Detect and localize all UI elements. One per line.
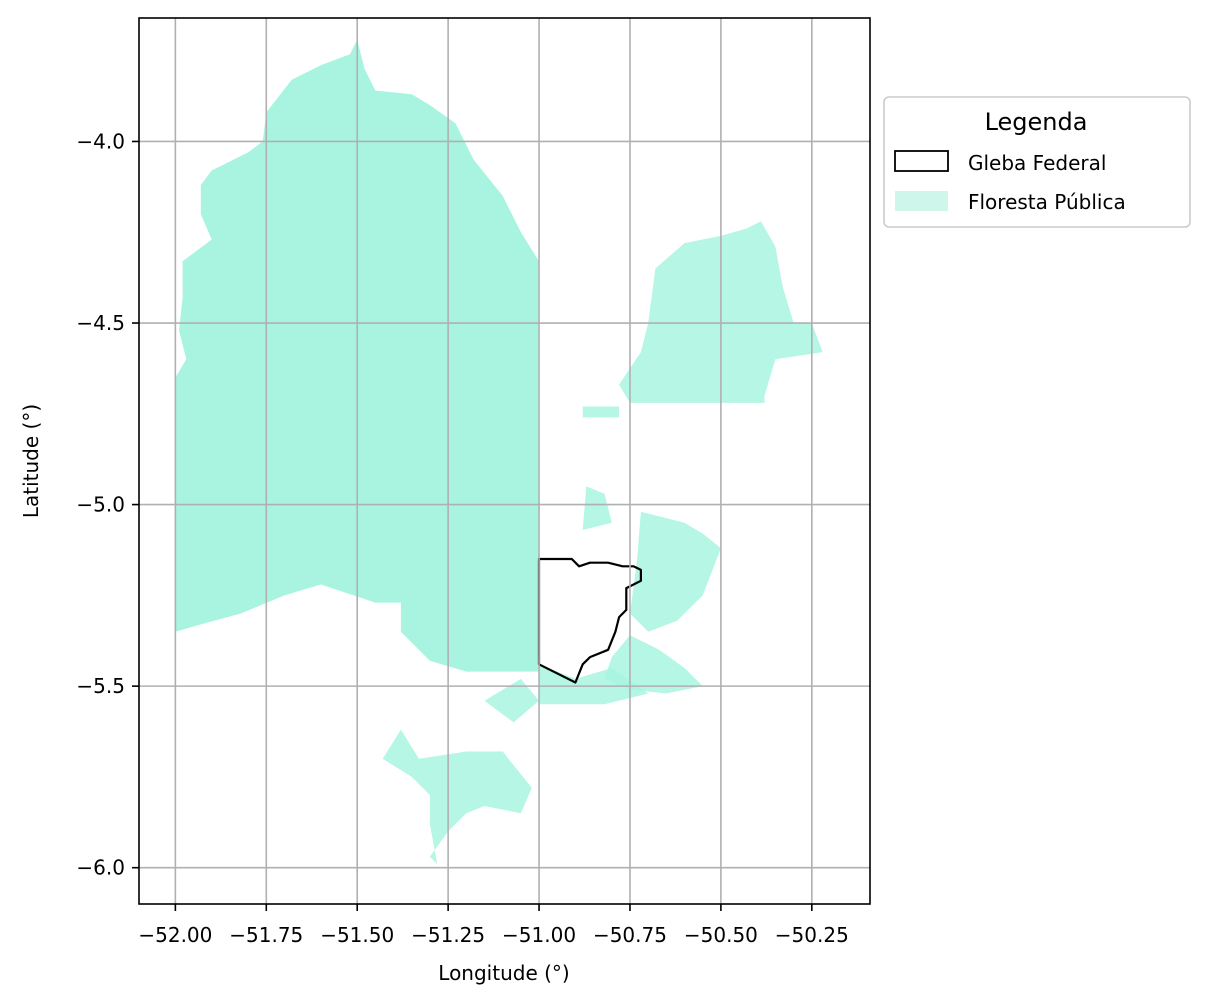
y-axis-label: Latitude (°) xyxy=(19,404,43,518)
plot-frame xyxy=(138,17,871,905)
legend: Legenda Gleba Federal Floresta Pública xyxy=(883,96,1191,228)
floresta-publica-east-middle xyxy=(630,511,721,632)
floresta-publica-east-strip xyxy=(582,406,620,418)
grid-lines xyxy=(139,18,870,904)
legend-label-gleba: Gleba Federal xyxy=(968,151,1106,175)
legend-swatch-floresta xyxy=(895,191,948,211)
y-tick-label: −5.0 xyxy=(76,493,125,517)
y-tick-label: −6.0 xyxy=(76,856,125,880)
floresta-publica-south xyxy=(382,729,532,865)
y-axis-ticks: −4.0 −4.5 −5.0 −5.5 −6.0 xyxy=(76,129,139,880)
y-tick-label: −4.0 xyxy=(76,129,125,153)
x-tick-label: −51.50 xyxy=(320,923,394,947)
x-axis-label: Longitude (°) xyxy=(438,961,569,985)
legend-box xyxy=(883,96,1191,228)
y-tick-label: −4.5 xyxy=(76,311,125,335)
legend-swatch-gleba xyxy=(894,150,949,172)
floresta-publica-small-north xyxy=(582,486,612,530)
x-tick-label: −51.00 xyxy=(502,923,576,947)
x-tick-label: −50.25 xyxy=(775,923,849,947)
floresta-publica-lower-left xyxy=(484,678,539,723)
legend-label-floresta: Floresta Pública xyxy=(968,190,1126,214)
x-tick-label: −50.50 xyxy=(684,923,758,947)
x-tick-label: −52.00 xyxy=(138,923,212,947)
x-tick-label: −50.75 xyxy=(593,923,667,947)
legend-title: Legenda xyxy=(985,108,1088,136)
floresta-publica-east-bottom xyxy=(604,635,703,694)
x-tick-label: −51.75 xyxy=(229,923,303,947)
y-tick-label: −5.5 xyxy=(76,674,125,698)
x-tick-label: −51.25 xyxy=(411,923,485,947)
floresta-publica-gleba-south xyxy=(539,664,649,705)
x-axis-ticks: −52.00 −51.75 −51.50 −51.25 −51.00 −50.75 −50.… xyxy=(138,904,849,947)
